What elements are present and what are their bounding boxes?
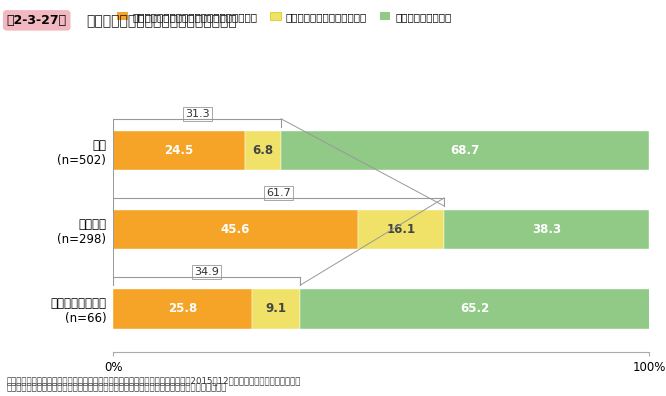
Text: 34.9: 34.9 <box>194 267 219 277</box>
Legend: 日本語や国際感覚に長けた外国人人材がいる, それ以外の外国人人材がいる, 外国人人材はいない: 日本語や国際感覚に長けた外国人人材がいる, それ以外の外国人人材がいる, 外国人… <box>113 8 456 26</box>
Text: 31.3: 31.3 <box>184 109 209 119</box>
Text: 6.8: 6.8 <box>252 144 273 157</box>
Bar <box>281 131 649 170</box>
Bar <box>444 210 649 249</box>
Text: 第2-3-27図: 第2-3-27図 <box>7 14 67 27</box>
Text: 資料：中小企業庁委託「中小企業の成長と投資行動に関するアンケート調査」（2015年12月、（株）帝国データバンク）: 資料：中小企業庁委託「中小企業の成長と投資行動に関するアンケート調査」（2015… <box>7 376 301 385</box>
Text: 25.8: 25.8 <box>168 303 197 315</box>
Bar <box>244 131 281 170</box>
Text: 16.1: 16.1 <box>386 223 416 236</box>
Bar <box>113 210 358 249</box>
Text: 24.5: 24.5 <box>165 144 194 157</box>
Bar <box>300 289 650 329</box>
Bar <box>358 210 444 249</box>
Text: 海外展開投資別に見た外国人人材の有無: 海外展開投資別に見た外国人人材の有無 <box>87 14 237 28</box>
Text: 68.7: 68.7 <box>451 144 480 157</box>
Text: 38.3: 38.3 <box>532 223 561 236</box>
Bar <box>113 289 252 329</box>
Text: （注）　輸出、直接投資、インバウンド対応それぞれの投資を行っている企業を集計している。: （注） 輸出、直接投資、インバウンド対応それぞれの投資を行っている企業を集計して… <box>7 383 227 392</box>
Text: 61.7: 61.7 <box>266 188 291 198</box>
Text: 9.1: 9.1 <box>266 303 286 315</box>
Text: 45.6: 45.6 <box>220 223 250 236</box>
Bar <box>252 289 300 329</box>
Text: 65.2: 65.2 <box>460 303 490 315</box>
Bar <box>113 131 244 170</box>
